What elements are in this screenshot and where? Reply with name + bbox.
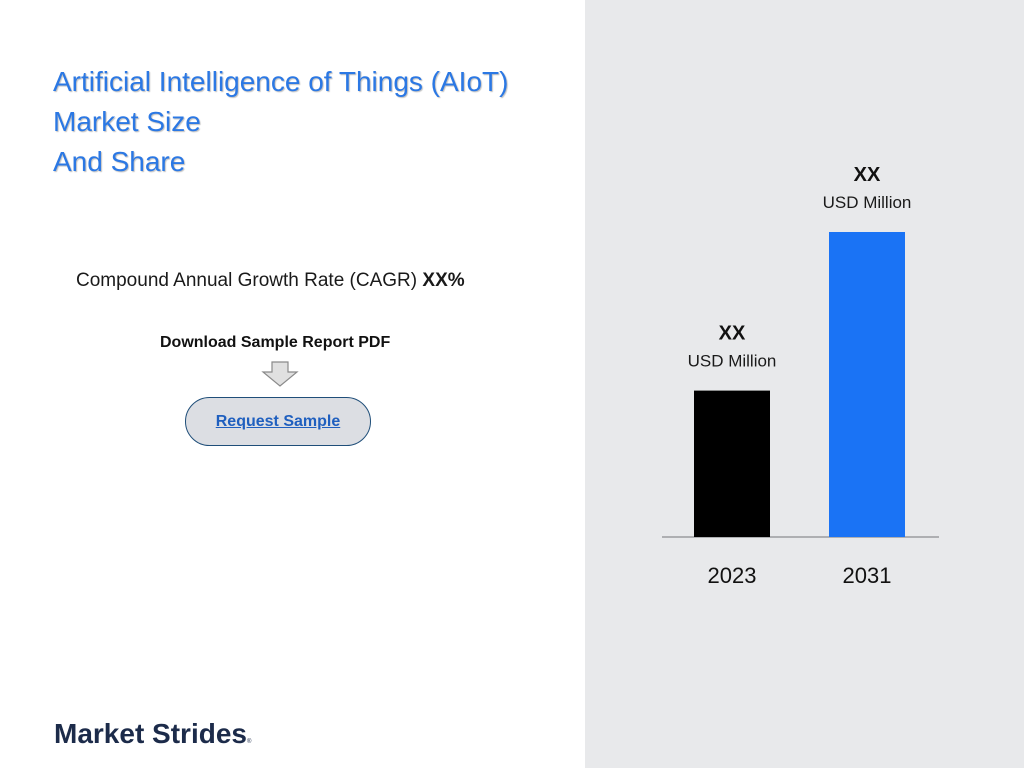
title-line-2: Market Size bbox=[53, 106, 201, 137]
title-line-3: And Share bbox=[53, 146, 186, 177]
logo-text: Market Strides bbox=[54, 718, 247, 749]
data-label-unit-2023: USD Million bbox=[688, 352, 777, 371]
bar-chart: USD Million XX 2023 USD Million XX 2031 bbox=[662, 164, 939, 588]
download-label: Download Sample Report PDF bbox=[160, 334, 391, 351]
arrow-down-icon bbox=[261, 361, 299, 387]
market-strides-logo: Market Strides® bbox=[54, 718, 251, 750]
bar-2031 bbox=[829, 232, 905, 537]
cagr-value: XX% bbox=[422, 270, 465, 291]
x-tick-label-2023: 2023 bbox=[708, 563, 757, 588]
cagr-text: Compound Annual Growth Rate (CAGR) XX% bbox=[76, 270, 465, 292]
data-label-value-2023: XX bbox=[719, 323, 746, 345]
data-label-unit-2031: USD Million bbox=[823, 193, 912, 212]
logo-registered-mark: ® bbox=[246, 739, 252, 745]
request-sample-button[interactable]: Request Sample bbox=[185, 397, 371, 446]
right-panel bbox=[585, 0, 1024, 768]
x-tick-label-2031: 2031 bbox=[843, 563, 892, 588]
cagr-label: Compound Annual Growth Rate (CAGR) bbox=[76, 270, 423, 291]
data-label-value-2031: XX bbox=[854, 164, 881, 186]
page-title: Artificial Intelligence of Things (AIoT)… bbox=[53, 62, 508, 182]
bar-2023 bbox=[694, 390, 770, 537]
title-line-1: Artificial Intelligence of Things (AIoT) bbox=[53, 66, 509, 97]
